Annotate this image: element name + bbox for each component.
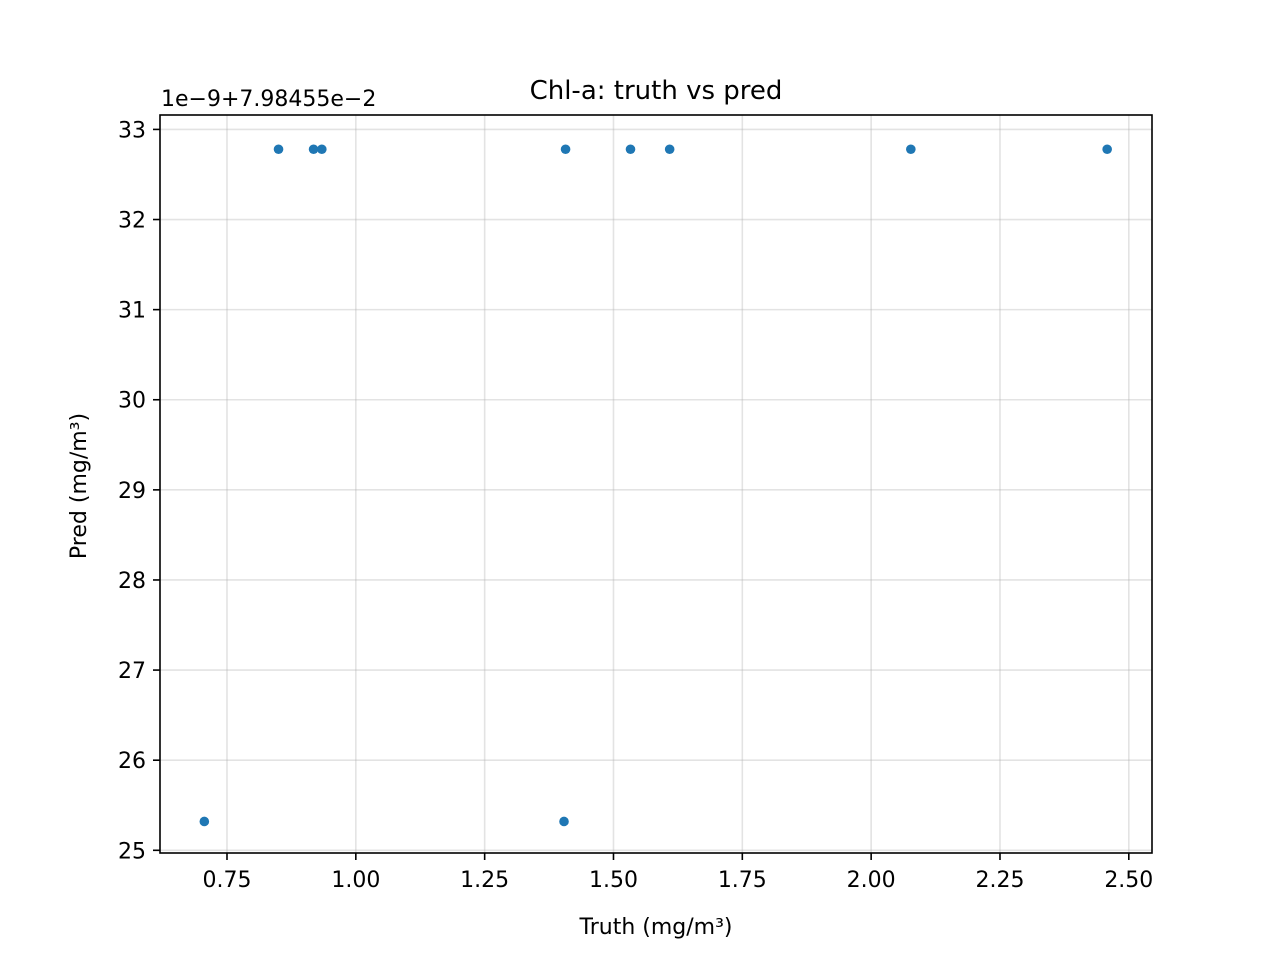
x-tick-label: 2.25 xyxy=(975,868,1024,893)
x-tick-label: 0.75 xyxy=(203,868,252,893)
y-tick-label: 26 xyxy=(118,749,146,774)
scatter-point xyxy=(308,144,319,155)
plot-area-frame xyxy=(159,114,1153,854)
y-tick-label: 32 xyxy=(118,209,146,234)
x-tick-label: 2.00 xyxy=(847,868,896,893)
scatter-points xyxy=(199,144,1112,827)
scatter-point xyxy=(199,816,210,827)
scatter-point xyxy=(625,144,636,155)
y-tick-label: 31 xyxy=(118,299,146,324)
y-tick-label: 29 xyxy=(118,479,146,504)
x-axis-ticks: 0.75 1.00 1.25 1.50 1.75 2.00 2.25 2.50 xyxy=(203,853,1153,893)
y-tick-label: 28 xyxy=(118,569,146,594)
scatter-point xyxy=(560,144,571,155)
scatter-point xyxy=(664,144,675,155)
x-tick-label: 1.25 xyxy=(460,868,509,893)
y-tick-label: 25 xyxy=(118,839,146,864)
x-tick-label: 1.50 xyxy=(589,868,638,893)
scatter-point xyxy=(317,144,327,155)
y-tick-label: 30 xyxy=(118,389,146,414)
scatter-point xyxy=(1102,144,1112,155)
scatter-point xyxy=(273,144,284,155)
x-tick-label: 1.00 xyxy=(331,868,380,893)
y-axis-label: Pred (mg/m³) xyxy=(67,413,92,559)
grid xyxy=(160,115,1152,853)
x-tick-label: 1.75 xyxy=(718,868,767,893)
chart-title: Chl-a: truth vs pred xyxy=(530,76,783,106)
y-tick-label: 33 xyxy=(118,118,146,143)
scatter-point xyxy=(906,144,916,155)
y-tick-label: 27 xyxy=(118,659,146,684)
scatter-point xyxy=(559,816,569,827)
y-axis-ticks: 25 26 27 28 29 30 31 32 33 xyxy=(118,118,160,864)
y-offset-label: 1e−9+7.98455e−2 xyxy=(161,87,376,112)
x-axis-label: Truth (mg/m³) xyxy=(579,915,733,940)
x-tick-label: 2.50 xyxy=(1104,868,1153,893)
